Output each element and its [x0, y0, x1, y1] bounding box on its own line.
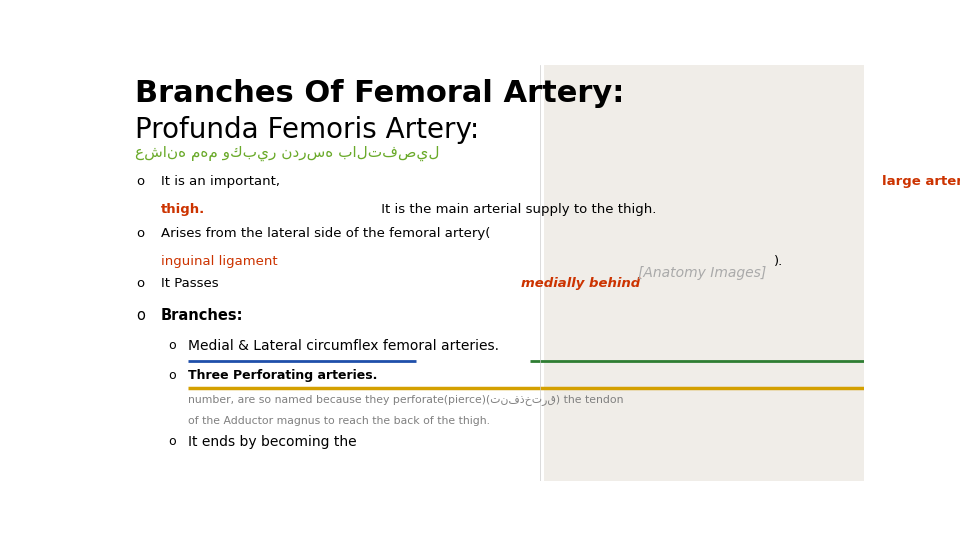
Text: It ends by becoming the: It ends by becoming the — [188, 435, 362, 449]
Text: Branches:: Branches: — [161, 308, 244, 323]
Text: o: o — [136, 277, 145, 290]
Text: o: o — [136, 175, 145, 188]
Text: o: o — [168, 339, 176, 352]
Text: It is the main arterial supply to the thigh.: It is the main arterial supply to the th… — [377, 203, 657, 216]
Bar — [544, 65, 864, 481]
Text: o: o — [168, 369, 176, 382]
Text: ).: ). — [774, 255, 783, 268]
Text: o: o — [136, 227, 145, 240]
Text: thigh.: thigh. — [161, 203, 205, 216]
Text: It is an important,: It is an important, — [161, 175, 284, 188]
Text: o: o — [136, 308, 145, 323]
Text: [Anatomy Images]: [Anatomy Images] — [638, 266, 766, 280]
Text: Arises from the lateral side of the femoral artery(: Arises from the lateral side of the femo… — [161, 227, 491, 240]
Text: Medial & Lateral circumflex femoral arteries.: Medial & Lateral circumflex femoral arte… — [188, 339, 499, 353]
Text: large artery to the medial compartment of the: large artery to the medial compartment o… — [882, 175, 960, 188]
Text: عشانه مهم وكبير ندرسه بالتفصيل: عشانه مهم وكبير ندرسه بالتفصيل — [134, 146, 440, 161]
Text: Profunda Femoris Artery:: Profunda Femoris Artery: — [134, 116, 479, 144]
Text: It Passes: It Passes — [161, 277, 223, 290]
Text: Three Perforating arteries.: Three Perforating arteries. — [188, 369, 378, 382]
Text: Branches Of Femoral Artery:: Branches Of Femoral Artery: — [134, 79, 624, 109]
Text: number, are so named because they perforate(pierce)(تنفذخترق) the tendon: number, are so named because they perfor… — [188, 394, 624, 405]
Text: o: o — [168, 435, 176, 448]
Text: of the Adductor magnus to reach the back of the thigh.: of the Adductor magnus to reach the back… — [188, 416, 491, 426]
Text: inguinal ligament: inguinal ligament — [161, 255, 277, 268]
Text: medially behind: medially behind — [521, 277, 640, 290]
